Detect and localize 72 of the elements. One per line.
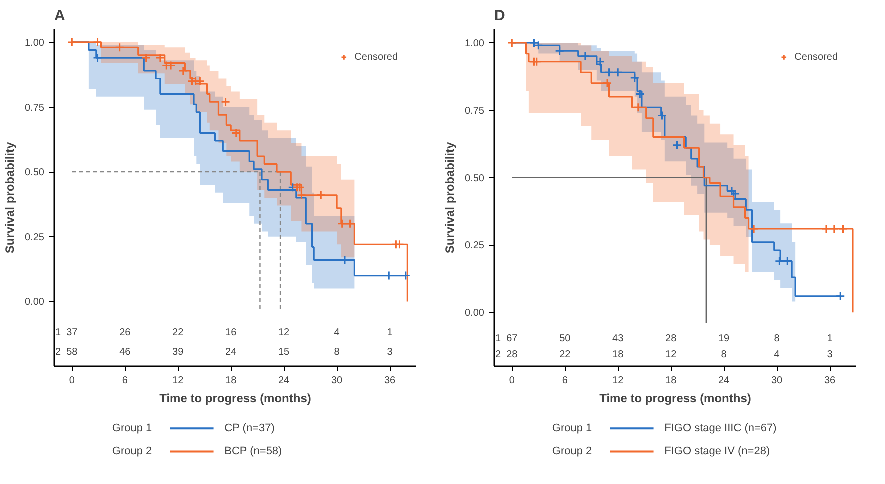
y-tick-label: 0.50 [465,173,485,184]
x-tick-label: 6 [122,376,128,386]
annotation: 67 [506,333,518,344]
x-tick-label: 6 [562,376,568,386]
y-axis-title: Survival probability [443,142,458,254]
x-tick-label: 18 [666,376,678,386]
annotation: 28 [666,333,678,344]
annotation: 24 [226,347,238,358]
annotation: 22 [560,350,572,361]
x-tick-label: 0 [69,376,76,386]
chart-title: A [54,8,66,24]
annotation: 2 [496,350,502,361]
x-tick-label: 0 [509,376,516,386]
annotation: 19 [718,333,730,344]
chart-title: D [494,8,506,24]
y-tick-label: 0.75 [25,102,45,114]
annotation: 58 [66,347,78,358]
annotation: 15 [278,347,290,358]
y-tick-label: 0.00 [465,308,485,320]
y-tick-label: 0.75 [465,106,485,117]
y-tick-label: 0.50 [25,168,45,179]
annotation: 46 [120,347,132,358]
annotation: 16 [226,328,238,339]
annotation: 28 [506,350,518,361]
annotation: 37 [66,328,78,339]
x-tick-label: 30 [771,376,784,386]
y-tick-label: 0.25 [465,240,485,252]
x-tick-label: 24 [278,376,290,386]
annotation: 4 [774,350,780,361]
annotation: 26 [120,328,132,339]
legend-label: FIGO stage IIIC (n=67) [664,422,777,435]
annotation: 12 [278,328,290,339]
legend-label: Censored [354,52,398,62]
annotation: 8 [721,350,728,361]
annotation: 18 [612,350,624,361]
text: Group 1 [112,422,152,435]
text: Group 1 [552,422,592,435]
annotation: 1 [56,328,62,339]
annotation: 8 [774,333,780,344]
annotation: 43 [612,333,624,344]
annotation: 4 [334,328,340,339]
legend-label: Censored [794,52,838,62]
x-tick-label: 12 [172,376,184,386]
x-tick-label: 24 [718,376,730,386]
x-tick-label: 18 [226,376,238,386]
legend-label: CP (n=37) [224,422,275,435]
x-axis-title: Time to progress (months) [160,392,312,406]
annotation: 1 [387,328,394,339]
x-tick-label: 30 [331,376,344,386]
annotation: 1 [496,333,502,344]
annotation: 22 [172,328,184,339]
x-tick-label: 36 [384,376,396,386]
x-axis-title: Time to progress (months) [600,392,752,406]
annotation: 1 [827,333,834,344]
text: Group 2 [552,446,592,458]
y-tick-label: 0.25 [25,232,45,244]
y-tick-label: 0.00 [25,297,45,308]
x-tick-label: 36 [824,376,836,386]
legend-label: BCP (n=58) [224,446,282,458]
legend-label: FIGO stage IV (n=28) [664,446,770,458]
y-tick-label: 1.00 [465,38,485,50]
y-axis-title: Survival probability [3,142,18,254]
annotation: 8 [334,347,340,358]
annotation: 2 [56,347,62,358]
annotation: 12 [666,350,678,361]
annotation: 39 [172,347,184,358]
x-tick-label: 12 [612,376,624,386]
text: Group 2 [112,446,152,458]
annotation: 3 [827,350,834,361]
annotation: 50 [560,333,572,344]
annotation: 3 [387,347,394,358]
y-tick-label: 1.00 [25,38,45,49]
